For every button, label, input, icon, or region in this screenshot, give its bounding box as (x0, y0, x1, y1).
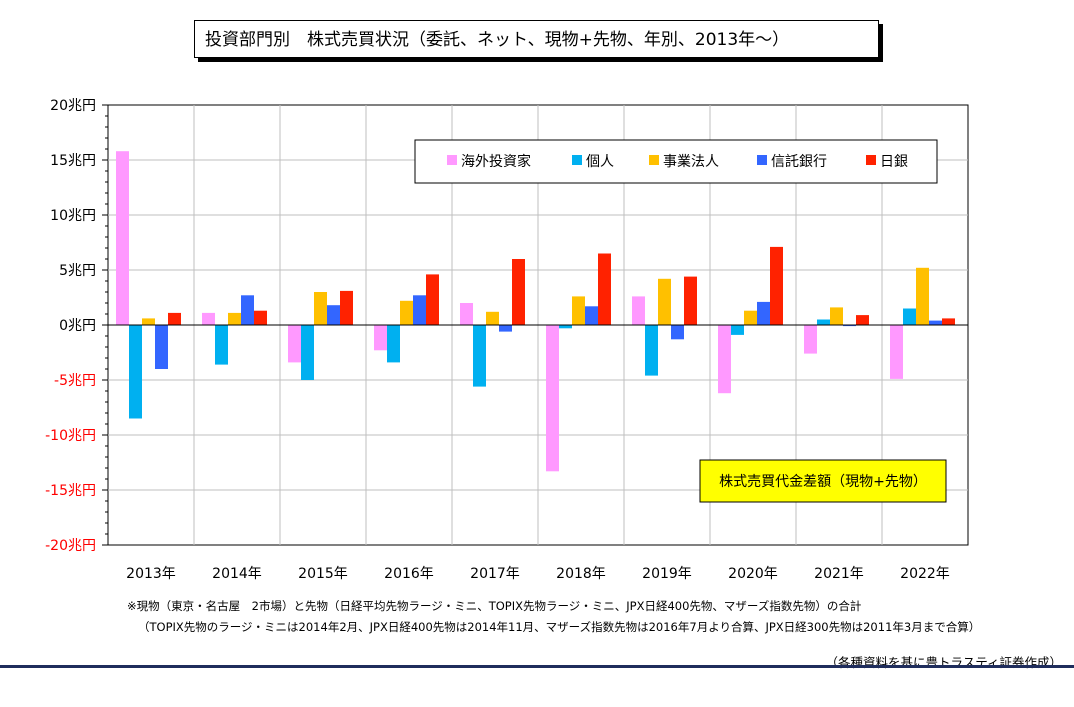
bar-3-2013年 (142, 318, 155, 325)
bar-5-2017年 (512, 259, 525, 325)
bars (116, 151, 955, 472)
y-tick-label: 20兆円 (50, 98, 96, 114)
bar-4-2020年 (757, 301, 770, 325)
bar-5-2013年 (168, 312, 181, 325)
x-tick-label: 2015年 (298, 566, 348, 582)
bar-2-2020年 (731, 325, 744, 335)
bar-3-2015年 (314, 292, 327, 325)
bar-5-2021年 (856, 315, 869, 325)
annotation-background (699, 459, 947, 503)
x-tick-label: 2022年 (900, 566, 950, 582)
annotation-text: 株式売買代金差額（現物+先物） (719, 474, 927, 490)
bar-3-2016年 (400, 300, 413, 325)
legend-swatch (649, 155, 659, 165)
legend-swatch (447, 155, 457, 165)
bar-3-2020年 (744, 310, 757, 325)
bar-1-2017年 (460, 303, 473, 325)
bar-5-2019年 (684, 276, 697, 325)
bar-3-2017年 (486, 311, 499, 325)
x-tick-label: 2020年 (728, 566, 778, 582)
x-tick-label: 2021年 (814, 566, 864, 582)
bar-4-2017年 (499, 325, 512, 332)
legend-box (414, 139, 938, 184)
bar-3-2014年 (228, 312, 241, 325)
bar-1-2016年 (374, 325, 387, 351)
legend: 海外投資家 個人 事業法人 信託銀行 日銀 (414, 139, 938, 184)
bar-5-2014年 (254, 310, 267, 325)
bar-5-2016年 (426, 274, 439, 325)
bar-5-2022年 (942, 318, 955, 325)
x-tick-label: 2013年 (126, 566, 176, 582)
annotation-box: 株式売買代金差額（現物+先物） (699, 459, 947, 503)
bar-4-2015年 (327, 305, 340, 325)
bar-1-2013年 (116, 151, 129, 325)
bar-2-2021年 (817, 319, 830, 325)
y-tick-label: -10兆円 (45, 428, 96, 444)
bar-4-2019年 (671, 325, 684, 340)
legend-swatch (572, 155, 582, 165)
bar-2-2017年 (473, 325, 486, 387)
legend-label: 信託銀行 (771, 154, 827, 170)
x-axis: 2013年 2014年 2015年 2016年 2017年 2018年 2019年 2020年… (126, 566, 950, 582)
bar-1-2019年 (632, 296, 645, 325)
bar-2-2018年 (559, 325, 572, 329)
bar-3-2022年 (916, 267, 929, 325)
bar-3-2021年 (830, 307, 843, 325)
bar-2-2016年 (387, 325, 400, 363)
bar-4-2014年 (241, 295, 254, 325)
footer-divider (0, 665, 1074, 668)
legend-label: 個人 (586, 154, 614, 170)
bar-3-2019年 (658, 278, 671, 325)
y-tick-label: -15兆円 (45, 483, 96, 499)
bar-2-2014年 (215, 325, 228, 365)
bar-2-2022年 (903, 308, 916, 325)
bar-2-2015年 (301, 325, 314, 380)
y-tick-label: 15兆円 (50, 153, 96, 169)
x-tick-label: 2017年 (470, 566, 520, 582)
bar-1-2015年 (288, 325, 301, 363)
bar-4-2013年 (155, 325, 168, 369)
bar-4-2018年 (585, 306, 598, 325)
footnote-2: （TOPIX先物のラージ・ミニは2014年2月、JPX日経400先物は2014年… (138, 620, 981, 634)
y-tick-label: 0兆円 (59, 318, 96, 334)
y-tick-label: -20兆円 (45, 538, 96, 554)
legend-label: 日銀 (880, 154, 908, 170)
legend-label: 海外投資家 (461, 153, 531, 170)
bar-3-2018年 (572, 296, 585, 325)
y-tick-label: 10兆円 (50, 208, 96, 224)
y-tick-label: -5兆円 (54, 373, 96, 389)
x-tick-label: 2018年 (556, 566, 606, 582)
bar-2-2013年 (129, 325, 142, 419)
bar-5-2018年 (598, 253, 611, 325)
bar-4-2016年 (413, 295, 426, 325)
x-tick-label: 2014年 (212, 566, 262, 582)
x-tick-label: 2019年 (642, 566, 692, 582)
source-credit: （各種資料を基に豊トラスティ証券作成） (825, 655, 1062, 670)
legend-label: 事業法人 (663, 154, 719, 170)
x-tick-label: 2016年 (384, 566, 434, 582)
bar-5-2015年 (340, 290, 353, 325)
bar-2-2019年 (645, 325, 658, 376)
legend-swatch (757, 155, 767, 165)
y-axis: 20兆円 15兆円 10兆円 5兆円 0兆円 -5兆円 -10兆円 -15兆円 -20兆円 (45, 98, 108, 554)
bar-1-2020年 (718, 325, 731, 394)
bar-4-2022年 (929, 320, 942, 325)
legend-swatch (866, 155, 876, 165)
chart-title: 投資部門別 株式売買状況（委託、ネット、現物+先物、年別、2013年～） (194, 20, 879, 58)
bar-1-2018年 (546, 325, 559, 472)
bar-1-2021年 (804, 325, 817, 354)
bar-1-2014年 (202, 312, 215, 325)
y-tick-label: 5兆円 (59, 263, 96, 279)
bar-5-2020年 (770, 246, 783, 325)
bar-4-2021年 (843, 325, 856, 327)
bar-chart: 20兆円 15兆円 10兆円 5兆円 0兆円 -5兆円 -10兆円 -15兆円 -20兆円 20… (45, 98, 969, 582)
footnote-1: ※現物（東京・名古屋 2市場）と先物（日経平均先物ラージ・ミニ、TOPIX先物ラ… (127, 599, 862, 613)
bar-1-2022年 (890, 325, 903, 379)
